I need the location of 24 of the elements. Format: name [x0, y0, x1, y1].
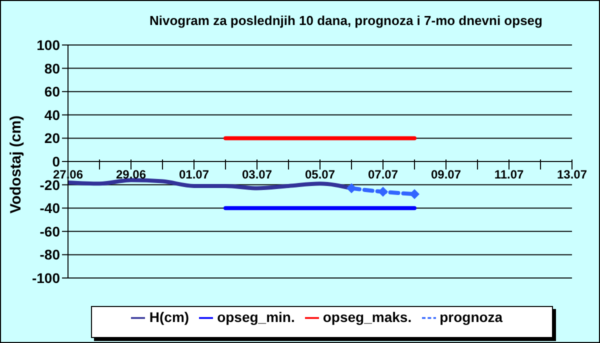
y-tick-label: -80 [40, 246, 60, 263]
legend-label: H(cm) [149, 309, 190, 325]
chart-title: Nivogram za poslednjih 10 dana, prognoza i 7-mo dnevni opseg [148, 13, 544, 28]
x-tick-label: 11.07 [494, 168, 524, 182]
y-tick-label: 60 [44, 84, 60, 100]
y-tick-label: 100 [36, 36, 60, 53]
x-tick-label: 29.06 [116, 168, 146, 182]
legend-label: opseg_maks. [322, 309, 412, 325]
x-tick-label: 13.07 [556, 168, 588, 182]
y-tick-label: 40 [44, 106, 60, 123]
y-tick-label: 80 [44, 60, 60, 76]
y-tick-label: -40 [40, 200, 60, 216]
x-tick-label: 01.07 [178, 168, 210, 182]
legend-label: opseg_min. [217, 309, 295, 325]
y-tick-label: 20 [44, 130, 60, 146]
x-tick-label: 07.07 [368, 168, 398, 182]
x-tick-label: 05.07 [304, 168, 336, 182]
y-axis-title: Vodostaj (cm) [8, 115, 25, 214]
x-tick-label: 03.07 [242, 168, 272, 182]
y-tick-label: -60 [40, 223, 60, 240]
legend-label: prognoza [440, 309, 503, 325]
y-tick-label: -100 [32, 270, 60, 286]
y-tick-label: 0 [52, 153, 60, 170]
x-tick-label: 09.07 [430, 168, 462, 182]
